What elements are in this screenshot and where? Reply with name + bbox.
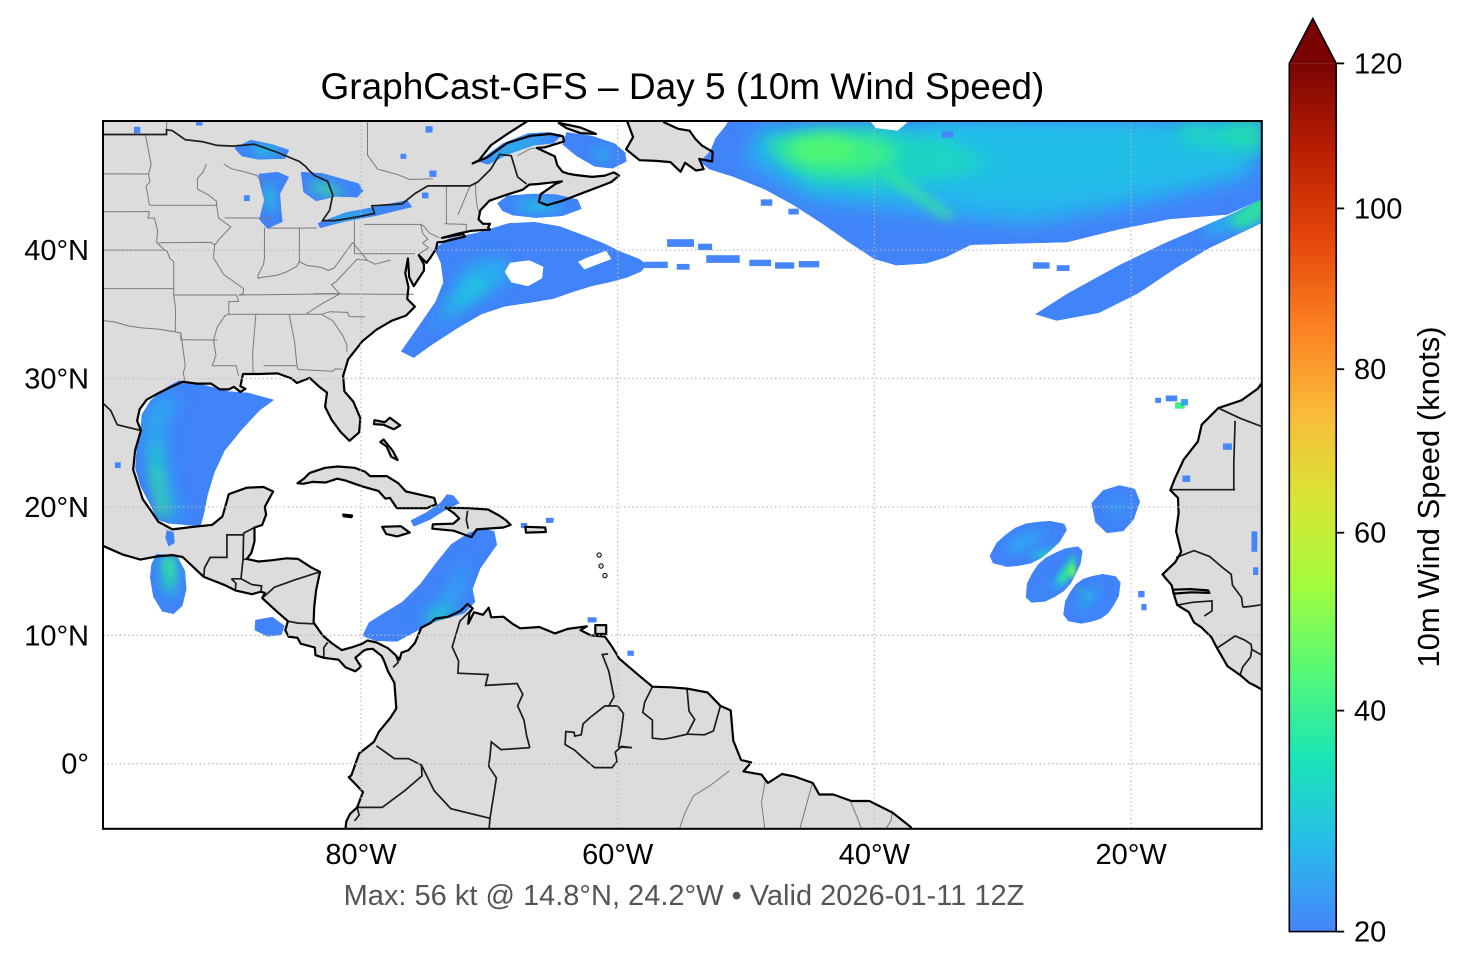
svg-text:80: 80 (1354, 354, 1386, 386)
svg-text:40°W: 40°W (839, 839, 911, 871)
svg-text:20°N: 20°N (24, 492, 89, 524)
svg-text:60°W: 60°W (582, 839, 654, 871)
svg-text:30°N: 30°N (24, 364, 89, 396)
svg-text:60: 60 (1354, 518, 1386, 550)
svg-text:100: 100 (1354, 193, 1402, 225)
svg-text:20°W: 20°W (1095, 839, 1167, 871)
svg-text:Max: 56 kt @ 14.8°N, 24.2°W •: Max: 56 kt @ 14.8°N, 24.2°W • Valid 2026… (344, 880, 1025, 912)
svg-text:20: 20 (1354, 917, 1386, 949)
svg-text:120: 120 (1354, 48, 1402, 80)
svg-text:40°N: 40°N (24, 235, 89, 267)
svg-text:10m Wind Speed (knots): 10m Wind Speed (knots) (1411, 326, 1446, 667)
svg-text:40: 40 (1354, 696, 1386, 728)
svg-text:80°W: 80°W (325, 839, 397, 871)
svg-text:0°: 0° (61, 749, 89, 781)
svg-text:10°N: 10°N (24, 620, 89, 652)
svg-text:GraphCast-GFS – Day 5 (10m Win: GraphCast-GFS – Day 5 (10m Wind Speed) (320, 66, 1044, 107)
